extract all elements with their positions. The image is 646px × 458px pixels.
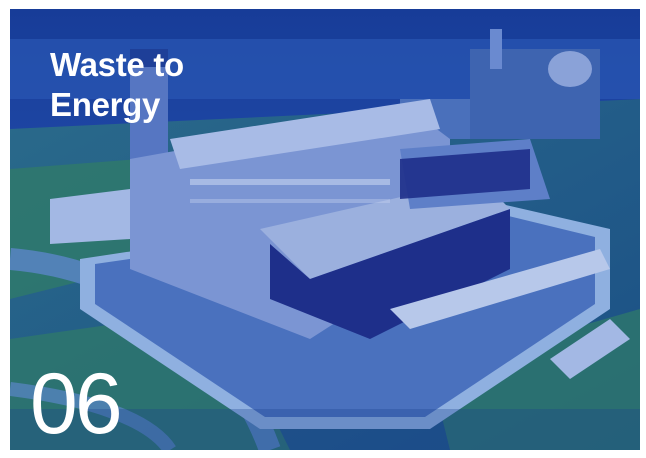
aerial-photo-waste-to-energy-plant	[10, 9, 640, 450]
card-title-line-1: Waste to	[50, 46, 184, 83]
card-title-line-2: Energy	[50, 86, 161, 123]
card-number: 06	[30, 356, 123, 450]
waste-to-energy-card[interactable]: Waste to Energy 06	[10, 9, 640, 450]
card-title: Waste to Energy	[50, 45, 184, 125]
